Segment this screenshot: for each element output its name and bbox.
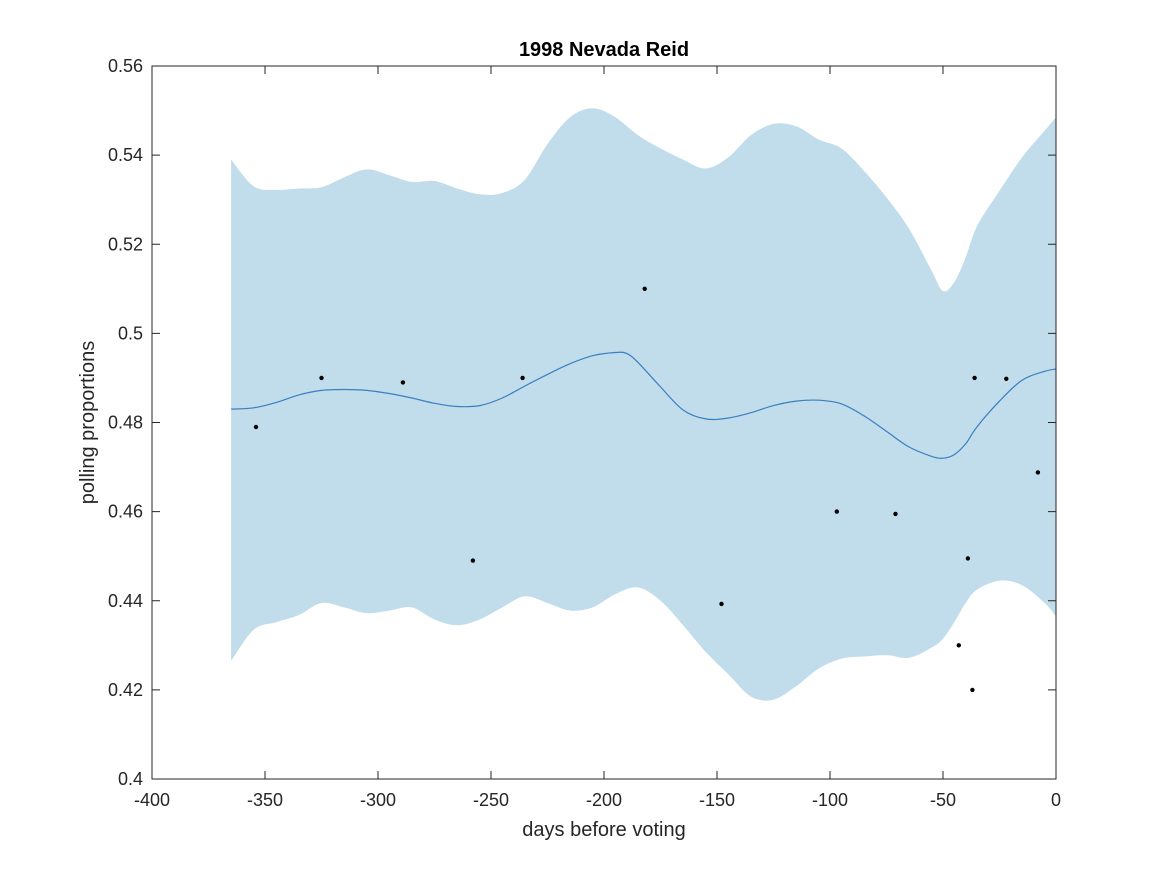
y-tick-label: 0.56 bbox=[108, 56, 143, 76]
x-tick-label: -100 bbox=[812, 790, 848, 810]
poll-point bbox=[834, 509, 839, 514]
poll-point bbox=[400, 380, 406, 385]
ticks: -400 -350 -300 -250 -200 -150 -100 -50 0 0.4 0.42 0… bbox=[108, 56, 1061, 810]
poll-point bbox=[956, 643, 961, 648]
y-tick-label: 0.48 bbox=[108, 413, 143, 433]
x-tick-label: 0 bbox=[1051, 790, 1061, 810]
poll-point bbox=[972, 375, 977, 381]
chart-title: 1998 Nevada Reid bbox=[519, 39, 689, 61]
x-tick-label: -200 bbox=[586, 790, 622, 810]
poll-point bbox=[253, 424, 259, 430]
poll-point bbox=[719, 601, 724, 607]
y-tick-label: 0.46 bbox=[108, 502, 143, 522]
poll-point bbox=[319, 375, 324, 381]
x-tick-label: -50 bbox=[930, 790, 956, 810]
mean-line bbox=[231, 351, 1057, 459]
x-tick-label: -250 bbox=[473, 790, 509, 810]
poll-point bbox=[470, 558, 476, 563]
y-tick-label: 0.44 bbox=[108, 591, 143, 611]
poll-point bbox=[893, 511, 898, 517]
x-tick-label: -350 bbox=[247, 790, 283, 810]
x-tick-label: -400 bbox=[134, 790, 170, 810]
y-tick-label: 0.5 bbox=[118, 323, 143, 343]
y-tick-label: 0.54 bbox=[108, 145, 143, 165]
y-axis-label: polling proportions bbox=[77, 341, 99, 504]
poll-point bbox=[965, 556, 971, 561]
poll-point bbox=[1004, 376, 1009, 381]
y-tick-label: 0.52 bbox=[108, 234, 143, 254]
poll-point bbox=[1035, 470, 1041, 475]
x-tick-label: -300 bbox=[360, 790, 396, 810]
x-axis-label: days before voting bbox=[522, 819, 685, 841]
poll-point bbox=[520, 375, 525, 381]
confidence-band bbox=[231, 108, 1057, 701]
y-tick-label: 0.4 bbox=[118, 769, 143, 789]
poll-point bbox=[970, 687, 975, 693]
y-tick-label: 0.42 bbox=[108, 680, 143, 700]
x-tick-label: -150 bbox=[699, 790, 735, 810]
plot-area bbox=[231, 108, 1057, 701]
poll-point bbox=[642, 286, 647, 291]
